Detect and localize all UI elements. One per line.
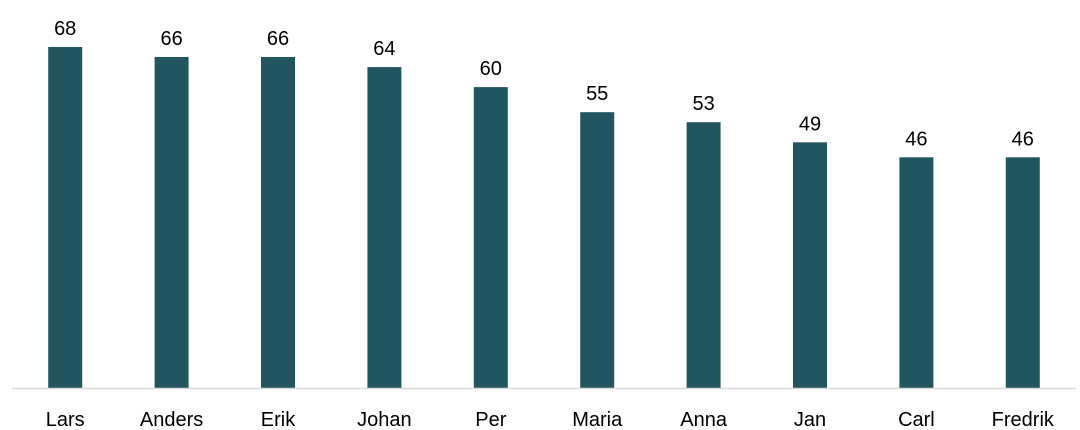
bar-anders — [154, 57, 189, 388]
bar-jan — [793, 142, 827, 388]
x-tick-label-carl: Carl — [898, 409, 935, 430]
value-label-jan: 49 — [799, 113, 821, 135]
value-label-erik: 66 — [267, 28, 289, 50]
bar-erik — [261, 57, 295, 388]
x-tick-label-anders: Anders — [140, 409, 203, 430]
bars-layer — [48, 47, 1040, 388]
bar-maria — [580, 112, 615, 388]
x-tick-label-maria: Maria — [572, 409, 623, 430]
bar-lars — [48, 47, 83, 388]
x-tick-label-fredrik: Fredrik — [992, 409, 1055, 430]
x-tick-label-per: Per — [475, 409, 506, 430]
value-label-johan: 64 — [373, 38, 395, 60]
value-label-lars: 68 — [54, 18, 76, 40]
bar-per — [473, 87, 508, 388]
x-tick-label-lars: Lars — [46, 409, 85, 430]
value-label-anna: 53 — [692, 93, 714, 115]
value-label-carl: 46 — [905, 128, 927, 150]
x-tick-label-johan: Johan — [357, 409, 412, 430]
bar-fredrik — [1005, 157, 1040, 388]
x-tick-labels-layer: Lars Anders Erik Johan Per Maria Anna Jan Carl Fr… — [46, 409, 1055, 430]
value-label-anders: 66 — [160, 28, 182, 50]
x-tick-label-erik: Erik — [261, 409, 296, 430]
bar-anna — [686, 122, 721, 388]
bar-johan — [367, 67, 402, 388]
value-labels-layer: 68 66 66 64 60 55 53 49 46 46 — [54, 18, 1034, 150]
x-tick-label-jan: Jan — [794, 409, 826, 430]
value-label-maria: 55 — [586, 83, 608, 105]
value-label-per: 60 — [480, 58, 502, 80]
value-label-fredrik: 46 — [1012, 128, 1034, 150]
bar-carl — [899, 157, 934, 388]
x-tick-label-anna: Anna — [680, 409, 728, 430]
